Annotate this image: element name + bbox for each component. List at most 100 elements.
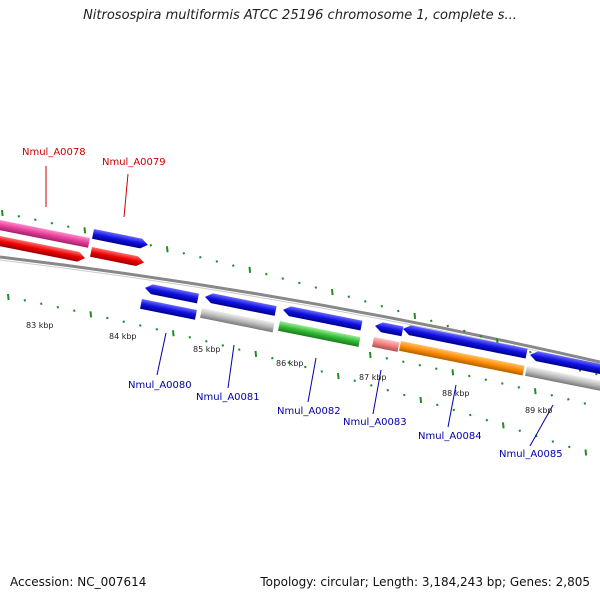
tick-mark <box>403 393 406 397</box>
tick-mark <box>484 378 488 381</box>
tick-mark <box>172 330 175 337</box>
gene-label[interactable]: Nmul_A0080 <box>128 380 192 391</box>
tick-mark <box>1 209 4 217</box>
gene-arrow[interactable] <box>402 324 528 359</box>
tick-mark <box>413 312 417 320</box>
tick-mark <box>83 227 87 234</box>
gene-label[interactable]: Nmul_A0079 <box>102 157 166 168</box>
gene-features <box>0 218 600 392</box>
gene-label[interactable]: Nmul_A0085 <box>499 449 563 460</box>
gene-label[interactable]: Nmul_A0083 <box>343 417 407 428</box>
tick-mark <box>380 304 384 308</box>
tick-mark <box>265 272 268 276</box>
tick-mark <box>73 309 76 313</box>
tick-mark <box>331 288 334 296</box>
tick-mark <box>281 277 285 280</box>
gene-arrow[interactable] <box>372 337 400 352</box>
tick-mark <box>314 286 318 289</box>
gene-label[interactable]: Nmul_A0078 <box>22 147 86 158</box>
tick-mark <box>149 244 153 247</box>
tick-mark <box>89 311 93 318</box>
tick-mark <box>106 316 109 320</box>
gene-label[interactable]: Nmul_A0081 <box>196 392 260 403</box>
gene-arrow[interactable] <box>529 350 600 376</box>
tick-mark <box>320 370 324 373</box>
gene-arrow[interactable] <box>525 366 600 392</box>
tick-mark <box>370 384 373 387</box>
gene-arrow[interactable] <box>144 283 199 304</box>
tick-mark <box>534 388 537 395</box>
tick-mark <box>430 319 433 323</box>
tick-mark <box>232 264 235 267</box>
kbp-label: 85 kbp <box>193 345 221 354</box>
tick-mark <box>584 449 588 456</box>
gene-arrow[interactable] <box>399 341 525 376</box>
tick-mark <box>468 374 471 378</box>
tick-mark <box>369 351 372 359</box>
tick-mark <box>188 335 192 339</box>
kbp-label: 89 kbp <box>525 406 553 415</box>
gene-arrow[interactable] <box>0 234 86 263</box>
tick-mark <box>122 320 126 323</box>
chromosome-backbone-shadow <box>0 259 600 366</box>
accession-text: Accession: NC_007614 <box>10 575 147 589</box>
tick-mark <box>182 251 186 255</box>
gene-arrow[interactable] <box>374 321 404 337</box>
tick-mark <box>298 281 301 285</box>
tick-mark <box>67 225 70 229</box>
tick-mark <box>529 350 532 354</box>
tick-mark <box>347 295 351 298</box>
tick-mark <box>353 379 357 382</box>
kbp-label: 84 kbp <box>109 332 137 341</box>
kbp-label: 86 kbp <box>276 359 304 368</box>
tick-mark <box>583 402 587 405</box>
tick-mark <box>139 324 142 327</box>
tick-mark <box>518 429 522 432</box>
tick-mark <box>418 363 422 367</box>
gene-arrow[interactable] <box>282 305 363 331</box>
kbp-label: 88 kbp <box>442 389 470 398</box>
tick-mark <box>287 361 291 364</box>
tick-mark <box>502 422 505 429</box>
tick-mark <box>463 329 466 333</box>
topology-summary: Topology: circular; Length: 3,184,243 bp… <box>260 575 590 589</box>
gene-arrow[interactable] <box>0 218 91 248</box>
tick-mark <box>419 396 423 404</box>
gene-arrow[interactable] <box>140 299 197 320</box>
tick-mark <box>567 398 570 401</box>
tick-mark <box>451 369 455 376</box>
gene-label[interactable]: Nmul_A0084 <box>418 431 482 442</box>
tick-mark <box>337 372 340 380</box>
tick-mark <box>446 324 450 328</box>
tick-mark <box>551 440 555 443</box>
tick-mark <box>435 367 438 371</box>
tick-mark <box>238 348 241 351</box>
tick-mark <box>254 350 258 357</box>
tick-mark <box>550 393 554 397</box>
tick-mark <box>402 360 405 364</box>
tick-mark <box>56 305 60 309</box>
tick-mark <box>7 293 10 301</box>
gene-label[interactable]: Nmul_A0082 <box>277 406 341 417</box>
gene-arrow[interactable] <box>90 247 145 267</box>
gene-arrow[interactable] <box>92 229 149 250</box>
tick-mark <box>397 309 400 313</box>
gene-arrow[interactable] <box>204 292 277 316</box>
tick-mark <box>479 334 483 338</box>
kbp-label: 87 kbp <box>359 373 387 382</box>
gene-arrow[interactable] <box>278 321 361 347</box>
gene-arrow[interactable] <box>200 308 275 333</box>
kbp-label: 83 kbp <box>26 321 54 330</box>
tick-mark <box>517 386 521 389</box>
tick-mark <box>595 372 598 376</box>
tick-mark <box>215 260 219 263</box>
tick-mark <box>501 382 504 385</box>
tick-mark <box>469 413 472 417</box>
tick-mark <box>23 299 27 302</box>
tick-mark <box>166 246 169 253</box>
tick-mark <box>34 218 37 222</box>
tick-mark <box>199 256 202 259</box>
tick-mark <box>385 357 389 360</box>
chromosome-backbone <box>0 255 600 364</box>
